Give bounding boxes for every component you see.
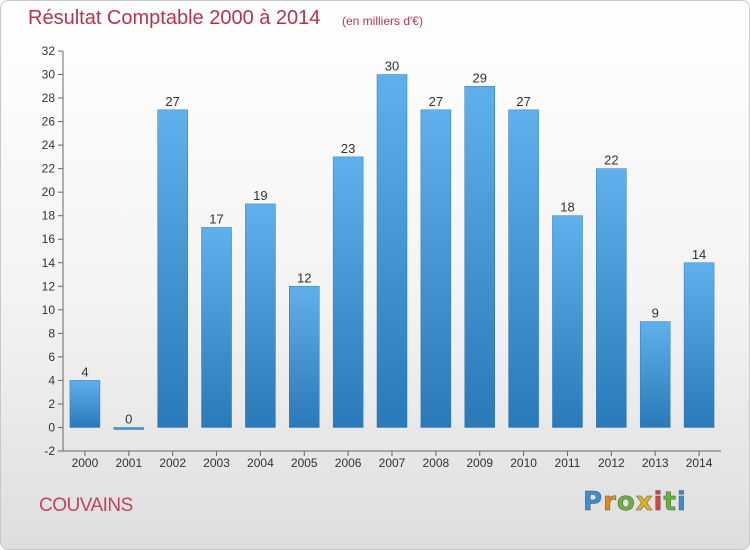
- y-tick-label: 20: [42, 185, 56, 199]
- y-tick-label: 14: [42, 256, 56, 270]
- logo-letter: i: [653, 487, 664, 518]
- x-tick-label: 2003: [203, 456, 230, 470]
- x-tick-label: 2010: [510, 456, 537, 470]
- x-tick-label: 2007: [379, 456, 406, 470]
- y-tick-label: 22: [42, 162, 56, 176]
- logo-letter: P: [583, 487, 604, 518]
- x-tick-label: 2012: [598, 456, 625, 470]
- data-label: 19: [253, 188, 267, 203]
- y-tick-label: 26: [42, 115, 56, 129]
- data-label: 27: [165, 94, 179, 109]
- x-tick-label: 2004: [247, 456, 274, 470]
- y-tick-label: 24: [42, 138, 56, 152]
- bar: [683, 262, 715, 428]
- y-tick-label: 10: [42, 303, 56, 317]
- x-tick-label: 2002: [159, 456, 186, 470]
- bar: [201, 227, 232, 428]
- bar: [420, 109, 452, 428]
- x-tick-label: 2001: [115, 456, 142, 470]
- data-label: 22: [604, 153, 618, 168]
- data-label: 9: [652, 306, 659, 321]
- bar: [113, 427, 145, 430]
- proxiti-logo[interactable]: Proxiti: [583, 487, 687, 518]
- bar: [332, 156, 364, 428]
- y-tick-label: 6: [48, 350, 55, 364]
- x-tick-label: 2013: [642, 456, 669, 470]
- chart-title: Résultat Comptable 2000 à 2014: [28, 7, 321, 29]
- bar: [157, 109, 188, 428]
- bar: [289, 286, 320, 428]
- y-tick-label: 12: [42, 279, 56, 293]
- y-tick-label: 28: [42, 91, 56, 105]
- data-label: 17: [209, 211, 223, 226]
- bar: [376, 74, 408, 428]
- x-tick-label: 2006: [335, 456, 362, 470]
- bar: [639, 321, 671, 428]
- logo-letter: r: [603, 487, 617, 518]
- x-tick-label: 2011: [555, 456, 581, 470]
- logo-letter: i: [676, 487, 687, 518]
- y-tick-label: 18: [42, 209, 56, 223]
- bar: [508, 109, 539, 428]
- logo-letter: o: [616, 487, 636, 518]
- bar: [69, 380, 101, 428]
- bar: [596, 168, 627, 428]
- x-tick-label: 2000: [72, 456, 99, 470]
- y-tick-label: -2: [44, 444, 55, 458]
- y-tick-label: 16: [42, 232, 56, 246]
- y-tick-label: 8: [48, 326, 55, 340]
- y-tick-label: 30: [42, 68, 56, 82]
- data-label: 0: [125, 411, 132, 426]
- y-tick-label: 32: [42, 44, 56, 58]
- logo-letter: x: [635, 487, 654, 518]
- x-tick-label: 2009: [466, 456, 493, 470]
- x-tick-label: 2008: [423, 456, 450, 470]
- bar: [464, 86, 495, 428]
- data-label: 27: [429, 94, 443, 109]
- data-label: 27: [516, 94, 530, 109]
- y-tick-label: 2: [48, 397, 55, 411]
- y-tick-label: 4: [48, 373, 55, 387]
- data-label: 14: [692, 247, 706, 262]
- bar: [552, 215, 583, 428]
- y-tick-label: 0: [48, 420, 55, 434]
- data-label: 18: [560, 200, 574, 215]
- x-tick-label: 2005: [291, 456, 318, 470]
- data-label: 29: [472, 70, 486, 85]
- commune-name: COUVAINS: [39, 495, 133, 516]
- data-label: 23: [341, 141, 355, 156]
- data-label: 4: [81, 364, 88, 379]
- logo-letter: t: [663, 487, 677, 518]
- data-label: 12: [297, 270, 311, 285]
- chart-subtitle: (en milliers d'€): [342, 14, 423, 28]
- x-tick-label: 2014: [686, 456, 713, 470]
- data-label: 30: [385, 59, 399, 74]
- bar: [245, 203, 276, 428]
